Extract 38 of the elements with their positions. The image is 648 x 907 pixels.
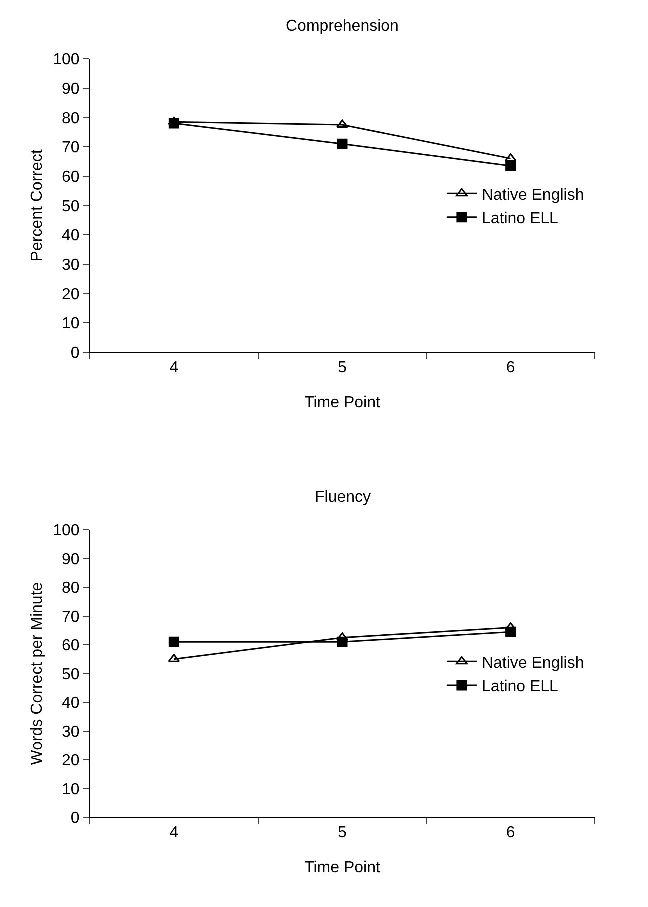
x-tick-label: 4 [170,824,179,842]
y-axis-title: Words Correct per Minute [28,582,46,766]
x-tick-label: 5 [338,824,348,842]
y-tick-label: 40 [62,228,80,245]
y-tick-label: 90 [62,80,80,98]
y-tick-label: 90 [62,551,80,568]
legend-label: Native English [482,186,584,204]
x-axis-title: Time Point [304,859,381,876]
y-tick-label: 80 [62,110,80,128]
y-tick-label: 20 [62,752,80,770]
y-tick-label: 50 [62,198,80,216]
x-tick-label: 6 [506,824,516,842]
y-axis-title: Percent Correct [28,149,46,262]
y-tick-label: 70 [62,608,80,626]
y-tick-label: 50 [62,666,80,684]
legend-label: Latino ELL [482,678,559,696]
y-tick-label: 0 [70,810,80,828]
x-tick-label: 6 [506,360,516,377]
x-axis-title: Time Point [304,394,381,412]
y-tick-label: 30 [62,724,80,741]
y-tick-label: 60 [62,638,80,655]
y-tick-label: 60 [62,168,80,186]
y-tick-label: 20 [62,286,80,304]
y-tick-label: 0 [70,345,80,362]
chart-title: Comprehension [286,18,399,35]
y-tick-label: 30 [62,256,80,274]
y-tick-label: 40 [62,695,80,712]
y-tick-label: 100 [53,522,80,540]
y-tick-label: 70 [62,140,80,157]
legend-label: Latino ELL [482,210,559,228]
legend-label: Native English [482,654,584,672]
chart-title: Fluency [315,489,372,506]
y-tick-label: 80 [62,580,80,598]
y-tick-label: 10 [62,316,80,333]
y-tick-label: 10 [62,781,80,798]
y-tick-label: 100 [53,52,80,69]
x-tick-label: 5 [338,360,348,377]
x-tick-label: 4 [170,360,179,377]
